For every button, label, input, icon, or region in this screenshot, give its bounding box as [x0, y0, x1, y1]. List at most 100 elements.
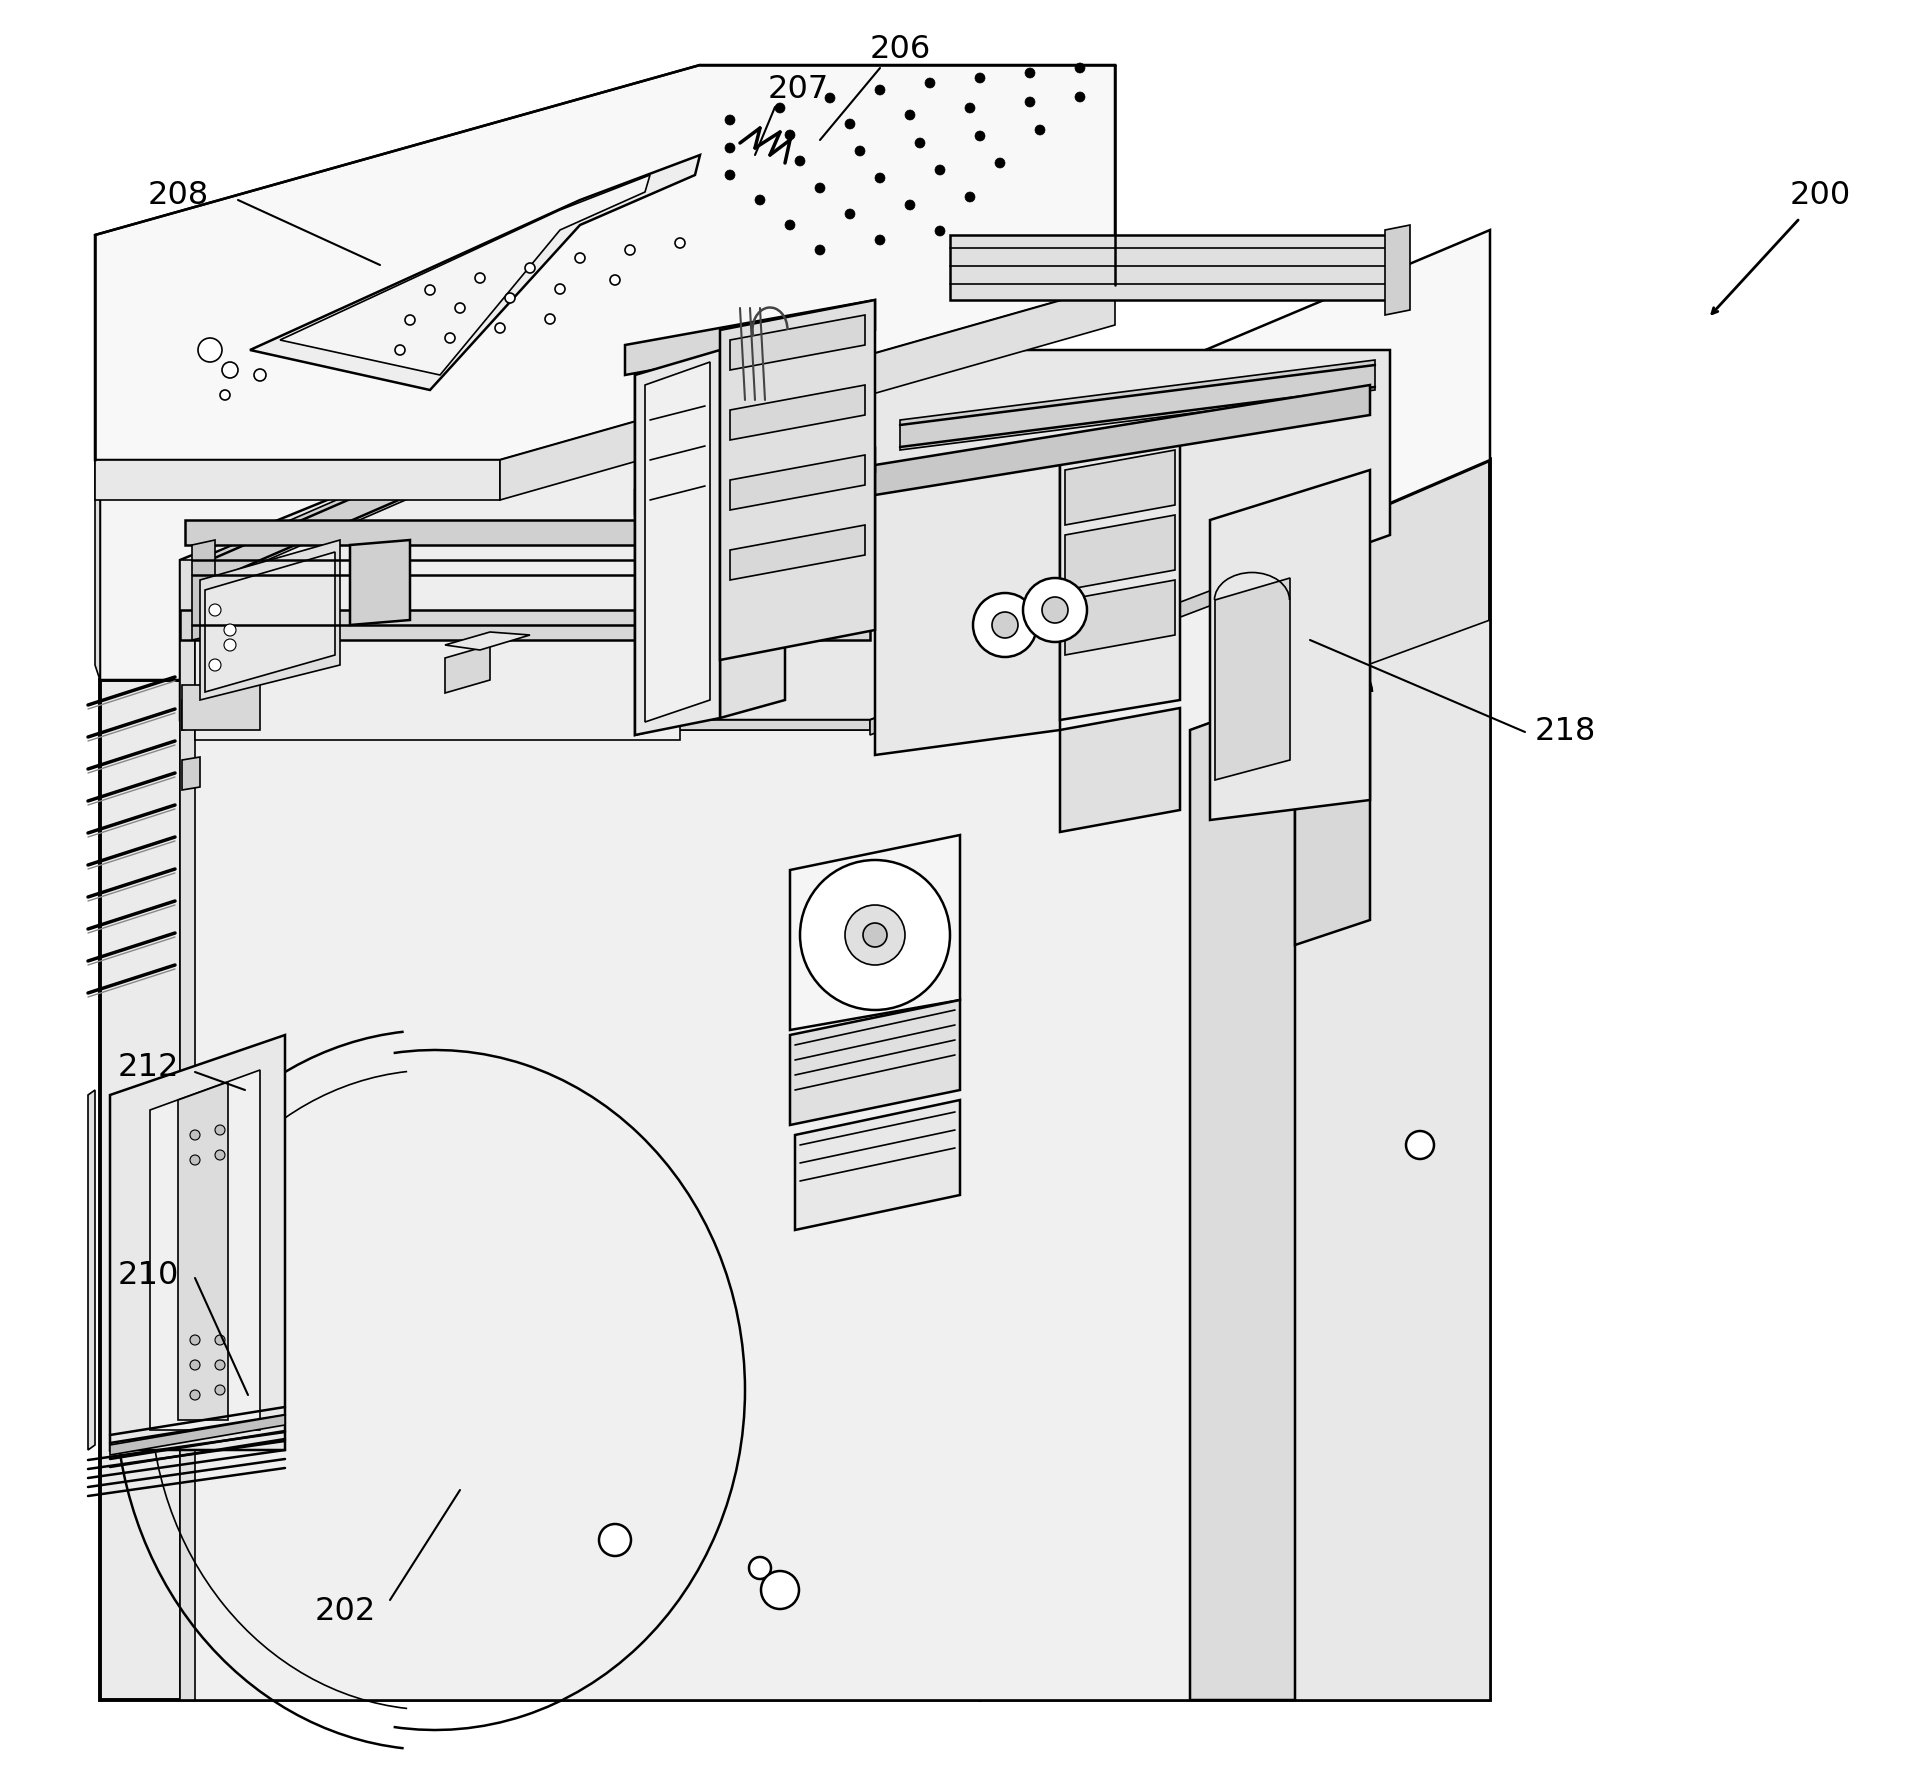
Circle shape [576, 252, 585, 263]
Polygon shape [1384, 225, 1409, 315]
Text: 210: 210 [117, 1259, 179, 1291]
Circle shape [1024, 68, 1036, 79]
Polygon shape [1211, 470, 1371, 821]
Circle shape [801, 860, 951, 1010]
Polygon shape [730, 526, 864, 579]
Circle shape [554, 284, 566, 293]
Circle shape [191, 1155, 200, 1166]
Circle shape [210, 604, 221, 617]
Circle shape [599, 1523, 631, 1556]
Polygon shape [1061, 433, 1180, 721]
Polygon shape [730, 384, 864, 440]
Polygon shape [181, 721, 870, 730]
Polygon shape [1065, 451, 1174, 526]
Circle shape [926, 79, 936, 88]
Polygon shape [951, 234, 1390, 300]
Circle shape [504, 293, 516, 302]
Circle shape [726, 170, 735, 181]
Polygon shape [626, 300, 876, 375]
Circle shape [219, 390, 229, 401]
Polygon shape [635, 449, 876, 513]
Circle shape [223, 624, 237, 637]
Polygon shape [1065, 515, 1174, 590]
Polygon shape [181, 560, 194, 1700]
Circle shape [974, 131, 986, 141]
Polygon shape [720, 300, 876, 660]
Polygon shape [500, 284, 1115, 501]
Circle shape [936, 164, 945, 175]
Text: 200: 200 [1790, 181, 1850, 211]
Circle shape [223, 638, 237, 651]
Circle shape [905, 111, 914, 120]
Polygon shape [181, 610, 870, 640]
Circle shape [1024, 97, 1036, 107]
Circle shape [876, 86, 886, 95]
Polygon shape [94, 460, 501, 501]
Polygon shape [901, 359, 1374, 451]
Text: 212: 212 [117, 1053, 179, 1084]
Polygon shape [204, 552, 335, 692]
Circle shape [1036, 125, 1045, 136]
Polygon shape [185, 520, 876, 545]
Circle shape [991, 611, 1018, 638]
Circle shape [191, 1336, 200, 1345]
Polygon shape [350, 540, 410, 626]
Polygon shape [1190, 620, 1490, 1700]
Polygon shape [789, 999, 961, 1125]
Circle shape [475, 274, 485, 283]
Circle shape [404, 315, 416, 325]
Circle shape [425, 284, 435, 295]
Polygon shape [110, 1414, 285, 1455]
Polygon shape [445, 645, 491, 694]
Circle shape [445, 333, 454, 343]
Circle shape [545, 315, 554, 324]
Circle shape [216, 1386, 225, 1395]
Polygon shape [1215, 578, 1290, 780]
Polygon shape [210, 356, 670, 585]
Polygon shape [150, 1069, 260, 1430]
Polygon shape [279, 175, 651, 375]
Polygon shape [1065, 579, 1174, 654]
Polygon shape [250, 156, 701, 390]
Circle shape [964, 104, 974, 113]
Circle shape [191, 1130, 200, 1141]
Polygon shape [795, 1100, 961, 1230]
Circle shape [845, 120, 855, 129]
Polygon shape [110, 1035, 285, 1450]
Polygon shape [181, 545, 1371, 1700]
Polygon shape [635, 350, 720, 735]
Circle shape [626, 245, 635, 256]
Circle shape [914, 138, 926, 148]
Text: 206: 206 [870, 34, 930, 64]
Polygon shape [1296, 669, 1371, 946]
Polygon shape [183, 756, 200, 790]
Text: 202: 202 [314, 1597, 375, 1627]
Polygon shape [635, 340, 695, 735]
Circle shape [1041, 597, 1068, 622]
Circle shape [905, 200, 914, 209]
Circle shape [876, 234, 886, 245]
Polygon shape [100, 231, 980, 679]
Polygon shape [89, 1091, 94, 1450]
Circle shape [454, 302, 466, 313]
Polygon shape [720, 331, 785, 719]
Circle shape [395, 345, 404, 356]
Circle shape [495, 324, 504, 333]
Circle shape [726, 143, 735, 154]
Circle shape [972, 594, 1038, 656]
Polygon shape [876, 384, 1371, 495]
Polygon shape [100, 679, 980, 1700]
Circle shape [1074, 63, 1086, 73]
Circle shape [814, 182, 826, 193]
Circle shape [526, 263, 535, 274]
Polygon shape [181, 350, 1390, 721]
Circle shape [1022, 578, 1088, 642]
Polygon shape [730, 454, 864, 510]
Polygon shape [870, 529, 1371, 735]
Circle shape [221, 361, 239, 377]
Circle shape [1405, 1132, 1434, 1159]
Circle shape [216, 1336, 225, 1345]
Circle shape [755, 195, 764, 206]
Polygon shape [1190, 692, 1296, 1700]
Circle shape [216, 1150, 225, 1160]
